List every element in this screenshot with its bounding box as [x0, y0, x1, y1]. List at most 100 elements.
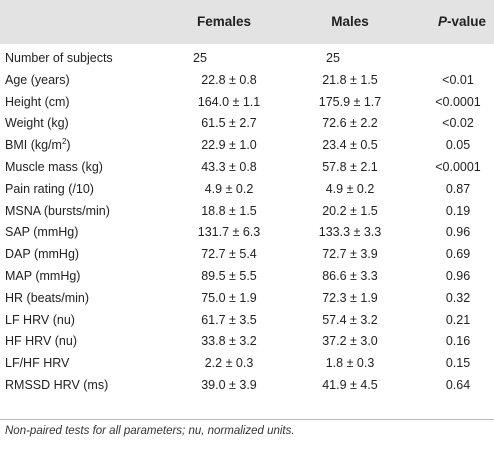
cell-females: 164.0 ± 1.1: [197, 94, 261, 109]
table-row: RMSSD HRV (ms) 39.0 ± 3.9 41.9 ± 4.5 0.6…: [0, 375, 494, 397]
table-row: BMI (kg/m2) 22.9 ± 1.0 23.4 ± 0.5 0.05: [0, 135, 494, 157]
cell-females: 131.7 ± 6.3: [197, 225, 261, 240]
header-p-letter: P: [437, 14, 447, 29]
row-label-text: MSNA (bursts/min): [5, 203, 110, 218]
row-label-text: Muscle mass (kg): [5, 159, 103, 174]
table-row: Pain rating (/10) 4.9 ± 0.2 4.9 ± 0.2 0.…: [0, 179, 494, 201]
cell-p-value: <0.01: [442, 72, 474, 87]
table-row: Age (years) 22.8 ± 0.8 21.8 ± 1.5 <0.01: [0, 70, 494, 92]
row-label: MAP (mmHg): [5, 266, 80, 288]
row-label: DAP (mmHg): [5, 244, 79, 266]
cell-males: 72.7 ± 3.9: [322, 247, 378, 262]
cell-females: 61.5 ± 2.7: [201, 116, 257, 131]
row-label-text: BMI (kg/m: [5, 138, 62, 153]
cell-females: 89.5 ± 5.5: [201, 268, 257, 283]
table-row: LF HRV (nu) 61.7 ± 3.5 57.4 ± 3.2 0.21: [0, 310, 494, 332]
cell-females: 33.8 ± 3.2: [201, 334, 257, 349]
cell-males: 41.9 ± 4.5: [322, 377, 378, 392]
row-label: HF HRV (nu): [5, 331, 77, 353]
row-label: BMI (kg/m2): [5, 135, 71, 157]
cell-p-value: 0.21: [445, 312, 471, 327]
cell-females: 22.9 ± 1.0: [201, 138, 257, 153]
row-label-text: DAP (mmHg): [5, 247, 80, 262]
cell-females: 25: [193, 51, 207, 65]
table-row: Weight (kg) 61.5 ± 2.7 72.6 ± 2.2 <0.02: [0, 113, 494, 135]
table-row: SAP (mmHg) 131.7 ± 6.3 133.3 ± 3.3 0.96: [0, 222, 494, 244]
cell-p-value: 0.19: [445, 203, 471, 218]
row-label-text: Pain rating (/10): [5, 181, 94, 196]
cell-p-value: 0.32: [445, 290, 471, 305]
row-label-text: RMSSD HRV (ms): [5, 377, 109, 392]
cell-males: 23.4 ± 0.5: [322, 138, 378, 153]
row-label-text: MAP (mmHg): [5, 268, 81, 283]
cell-p-value: 0.05: [445, 138, 471, 153]
row-label: Pain rating (/10): [5, 179, 94, 201]
row-label: Age (years): [5, 70, 70, 92]
row-label: Weight (kg): [5, 113, 69, 135]
cell-p-value: <0.0001: [435, 94, 481, 109]
cell-p-value: 0.96: [445, 268, 471, 283]
row-label: RMSSD HRV (ms): [5, 375, 108, 397]
cell-females: 43.3 ± 0.8: [201, 159, 257, 174]
row-label-text: LF HRV (nu): [5, 312, 75, 327]
header-p-value: P-value: [434, 13, 490, 31]
cell-females: 2.2 ± 0.3: [204, 356, 254, 371]
cell-p-value: <0.02: [442, 116, 474, 131]
table-footnote: Non-paired tests for all parameters; nu,…: [5, 425, 295, 437]
header-p-suffix: -value: [446, 14, 487, 29]
cell-males: 72.3 ± 1.9: [322, 290, 378, 305]
table-row: MSNA (bursts/min) 18.8 ± 1.5 20.2 ± 1.5 …: [0, 201, 494, 223]
row-label-text: Number of subjects: [5, 51, 113, 65]
cell-females: 72.7 ± 5.4: [201, 247, 257, 262]
table-row: HF HRV (nu) 33.8 ± 3.2 37.2 ± 3.0 0.16: [0, 331, 494, 353]
cell-p-value: 0.69: [445, 247, 471, 262]
cell-males: 20.2 ± 1.5: [322, 203, 378, 218]
table-bottom-rule: [0, 419, 494, 420]
table-row: Muscle mass (kg) 43.3 ± 0.8 57.8 ± 2.1 <…: [0, 157, 494, 179]
cell-females: 22.8 ± 0.8: [201, 72, 257, 87]
cell-p-value: 0.15: [445, 356, 471, 371]
header-males: Males: [331, 14, 369, 29]
cell-females: 18.8 ± 1.5: [201, 203, 257, 218]
cell-males: 25: [326, 51, 340, 65]
table-row: MAP (mmHg) 89.5 ± 5.5 86.6 ± 3.3 0.96: [0, 266, 494, 288]
cell-females: 4.9 ± 0.2: [204, 181, 254, 196]
cell-males: 37.2 ± 3.0: [322, 334, 378, 349]
row-label-tail: ): [66, 138, 71, 153]
cell-males: 72.6 ± 2.2: [322, 116, 378, 131]
row-label-text: LF/HF HRV: [5, 356, 70, 371]
cell-p-value: <0.0001: [435, 159, 481, 174]
row-label: Muscle mass (kg): [5, 157, 103, 179]
row-label: MSNA (bursts/min): [5, 201, 110, 223]
cell-males: 86.6 ± 3.3: [322, 268, 378, 283]
cell-p-value: 0.64: [445, 377, 471, 392]
table-header: Females Males P-value: [0, 0, 494, 44]
table-row: DAP (mmHg) 72.7 ± 5.4 72.7 ± 3.9 0.69: [0, 244, 494, 266]
table-body: Number of subjects 25 25 Age (years) 22.…: [0, 48, 494, 397]
table-row: LF/HF HRV 2.2 ± 0.3 1.8 ± 0.3 0.15: [0, 353, 494, 375]
cell-males: 21.8 ± 1.5: [322, 72, 378, 87]
cell-males: 57.8 ± 2.1: [322, 159, 378, 174]
cell-females: 39.0 ± 3.9: [201, 377, 257, 392]
row-label: SAP (mmHg): [5, 222, 78, 244]
row-label-text: Weight (kg): [5, 116, 69, 131]
cell-males: 175.9 ± 1.7: [318, 94, 382, 109]
row-label: Height (cm): [5, 92, 70, 114]
row-label-text: HF HRV (nu): [5, 334, 78, 349]
cell-p-value: 0.87: [445, 181, 471, 196]
row-label-superscript: 2: [61, 137, 67, 147]
row-label: LF HRV (nu): [5, 310, 75, 332]
table-row: Height (cm) 164.0 ± 1.1 175.9 ± 1.7 <0.0…: [0, 92, 494, 114]
header-females: Females: [196, 14, 252, 29]
cell-p-value: 0.96: [445, 225, 471, 240]
row-label: LF/HF HRV: [5, 353, 69, 375]
cell-p-value: 0.16: [445, 334, 471, 349]
row-label-text: Age (years): [5, 72, 70, 87]
row-label-text: SAP (mmHg): [5, 225, 79, 240]
cell-males: 1.8 ± 0.3: [325, 356, 375, 371]
cell-males: 133.3 ± 3.3: [318, 225, 382, 240]
row-label-text: Height (cm): [5, 94, 70, 109]
row-label: Number of subjects: [5, 48, 113, 70]
table-row: Number of subjects 25 25: [0, 48, 494, 70]
